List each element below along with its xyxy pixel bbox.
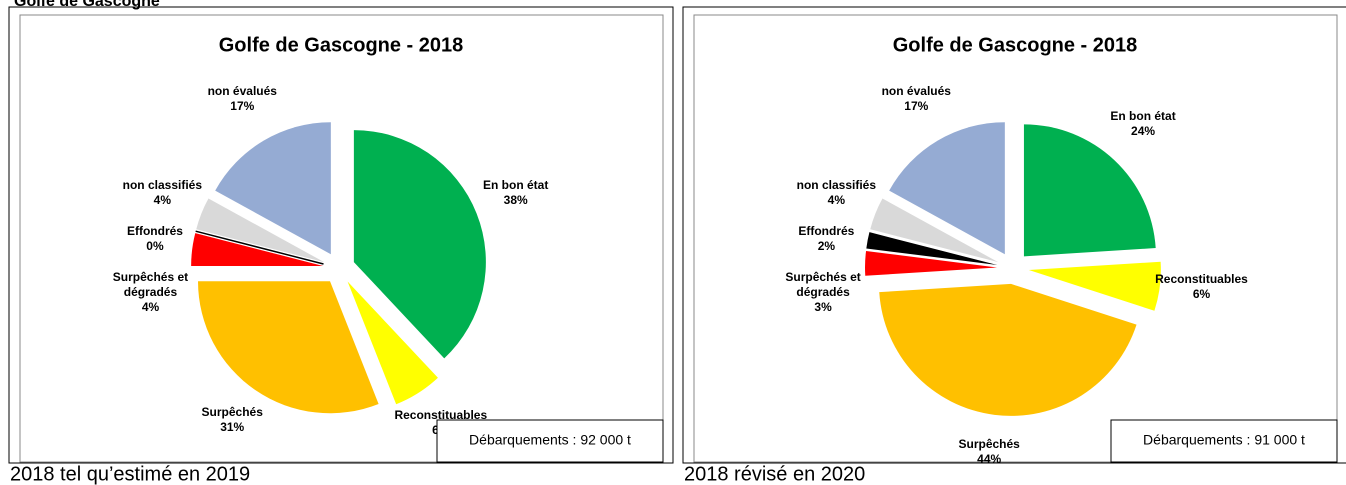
- header: Golfe de Gascogne: [14, 0, 160, 10]
- slice-label-text: Effondrés 2%: [776, 224, 876, 254]
- panel-frame: [682, 6, 1346, 464]
- pie-slice: [195, 230, 324, 265]
- pie-slice: [870, 198, 999, 263]
- value-label: 6%: [1192, 286, 1211, 301]
- category-name: non classifiés: [122, 178, 203, 193]
- pie-slice: [215, 122, 331, 255]
- value-label: 31%: [220, 420, 245, 435]
- slice-label-text: En bon état 38%: [466, 178, 566, 208]
- value-label: 3%: [814, 300, 832, 315]
- slice-label-text: Surpêchés et dégradés 4%: [100, 270, 200, 315]
- category-name: En bon état: [1110, 109, 1176, 124]
- annotation: Débarquements : 91 000 t: [1143, 432, 1305, 448]
- category-name: Surpêchés et dégradés: [785, 270, 861, 300]
- value-label: 24%: [1131, 124, 1156, 139]
- value-label: 4%: [141, 300, 160, 315]
- slice-label-text: non classifiés 4%: [112, 178, 212, 208]
- category-name: Effondrés: [798, 224, 855, 239]
- pie-slice: [889, 122, 1005, 255]
- value-label: 17%: [904, 99, 929, 114]
- slice-label-text: non évalués 17%: [192, 84, 292, 114]
- panel-frame: [8, 6, 674, 464]
- value-label: 17%: [230, 99, 255, 114]
- category-name: Surpêchés et dégradés: [112, 270, 189, 300]
- pie-slice: [1028, 261, 1161, 311]
- category-name: non évalués: [881, 84, 951, 99]
- category-name: Surpêchés: [201, 405, 263, 420]
- pie-slice: [191, 233, 324, 266]
- pie-slice: [879, 283, 1137, 416]
- category-name: non évalués: [207, 84, 277, 99]
- annotation-box: [436, 419, 664, 463]
- slice-label-text: En bon état 24%: [1093, 109, 1193, 139]
- category-name: En bon état: [482, 178, 549, 193]
- slice-label-text: non classifiés 4%: [786, 178, 886, 208]
- slice-label-text: Surpêchés 44%: [939, 437, 1039, 467]
- caption: 2018 tel qu’estimé en 2019: [10, 463, 250, 485]
- pie-slice: [1023, 124, 1156, 257]
- chart-title: Golfe de Gascogne - 2018: [893, 34, 1138, 56]
- category-name: Effondrés: [126, 224, 183, 239]
- value-label: 0%: [146, 239, 164, 254]
- slice-label-text: Effondrés 0%: [105, 224, 205, 254]
- value-label: 4%: [827, 193, 845, 208]
- value-label: 2%: [817, 239, 836, 254]
- caption: 2018 révisé en 2020: [684, 463, 865, 485]
- pie-slice: [866, 232, 998, 266]
- category-name: Reconstituables: [394, 408, 488, 423]
- chart-title: Golfe de Gascogne - 2018: [219, 34, 464, 56]
- pie-slice: [865, 250, 998, 276]
- value-label: 4%: [153, 193, 171, 208]
- category-name: Surpêchés: [958, 436, 1020, 451]
- slice-label-text: Surpêchés et dégradés 3%: [773, 270, 873, 315]
- category-name: non classifiés: [796, 178, 877, 193]
- annotation-box: [1110, 419, 1338, 463]
- annotation: Débarquements : 92 000 t: [469, 432, 631, 448]
- pie-slice: [347, 281, 438, 405]
- category-name: Reconstituables: [1155, 271, 1248, 286]
- pie-slice: [353, 130, 486, 359]
- value-label: 38%: [503, 193, 528, 208]
- slice-label-text: non évalués 17%: [866, 84, 966, 114]
- value-label: 44%: [977, 451, 1002, 466]
- pie-slice: [198, 281, 379, 414]
- slice-label-text: Surpêchés 31%: [182, 405, 282, 435]
- pie-slice: [196, 198, 325, 263]
